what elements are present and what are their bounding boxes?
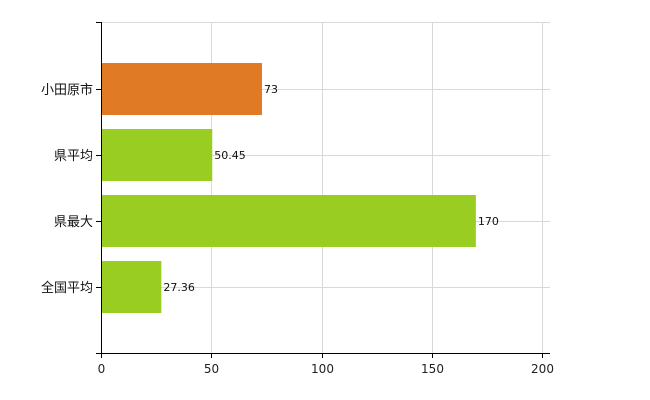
x-tick-label: 0 <box>98 362 106 376</box>
bar <box>102 63 262 115</box>
bar <box>102 261 162 313</box>
x-tick-label: 150 <box>421 362 444 376</box>
bar <box>102 129 213 181</box>
data-label: 170 <box>478 215 499 228</box>
x-tick-label: 200 <box>531 362 554 376</box>
category-label: 県平均 <box>54 149 93 164</box>
category-label: 県最大 <box>54 215 93 230</box>
category-label: 全国平均 <box>41 280 93 296</box>
bars <box>102 63 476 313</box>
labels: 73 50.45 170 27.36 0 50 100 150 200 小田原市県平均県最大全国平… <box>41 82 554 376</box>
category-label: 小田原市 <box>41 82 93 98</box>
axes <box>96 22 550 358</box>
data-label: 27.36 <box>163 281 195 294</box>
bar <box>102 195 476 247</box>
data-label: 50.45 <box>214 149 246 162</box>
x-tick-label: 50 <box>204 362 219 376</box>
x-tick-label: 100 <box>311 362 334 376</box>
data-label: 73 <box>264 83 278 96</box>
